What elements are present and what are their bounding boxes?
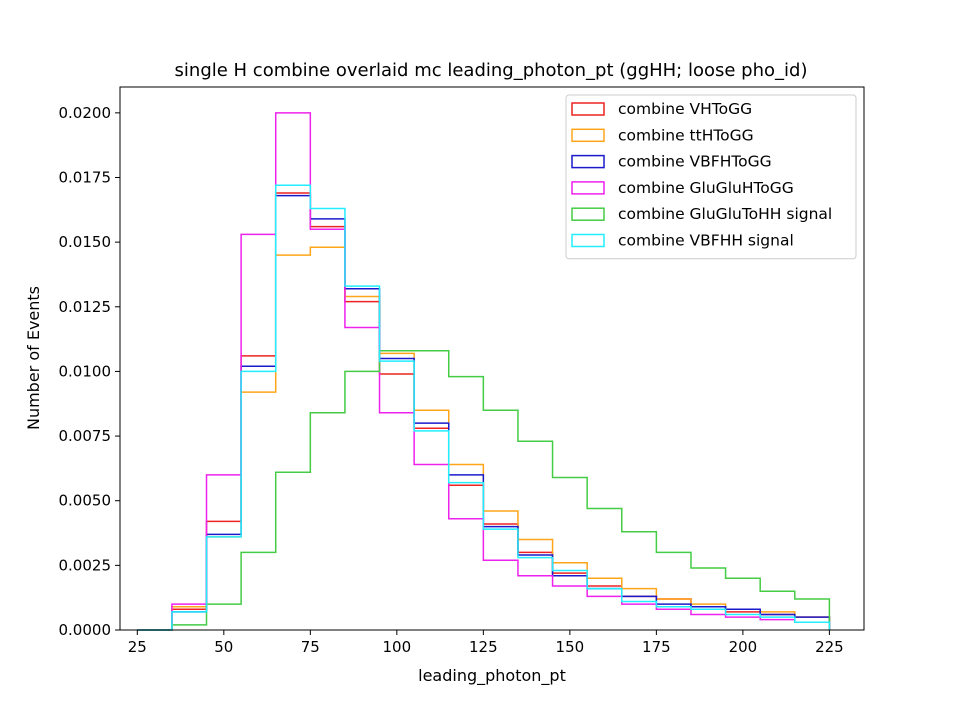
- legend-swatch: [571, 102, 605, 116]
- x-tick-label: 75: [301, 638, 320, 656]
- legend-swatch: [571, 128, 605, 143]
- y-axis-label: Number of Events: [24, 286, 43, 430]
- x-tick-label: 25: [128, 638, 147, 656]
- x-tick-label: 100: [383, 638, 412, 656]
- legend-swatch: [571, 207, 605, 221]
- legend-label: combine ttHToGG: [618, 126, 754, 144]
- legend-label: combine GluGluHToGG: [618, 179, 794, 197]
- legend-swatch: [571, 181, 605, 195]
- legend-label: combine VHToGG: [618, 100, 752, 118]
- legend-swatch: [571, 154, 605, 169]
- x-tick-label: 200: [729, 638, 758, 656]
- series-line-5: [137, 184, 831, 631]
- series-line-4: [137, 349, 831, 631]
- x-axis-label: leading_photon_pt: [418, 666, 566, 686]
- legend-label: combine VBFHH signal: [618, 232, 794, 250]
- x-tick-label: 175: [642, 638, 671, 656]
- legend-label: combine VBFHToGG: [618, 153, 772, 171]
- y-tick-label: 0.0100: [59, 362, 112, 380]
- x-tick-label: 125: [469, 638, 498, 656]
- plot-frame: [119, 86, 865, 631]
- chart-title: single H combine overlaid mc leading_pho…: [175, 60, 808, 81]
- y-tick-label: 0.0025: [59, 556, 112, 574]
- series-layer: [137, 112, 831, 631]
- x-tick-label: 50: [214, 638, 233, 656]
- y-tick-label: 0.0050: [59, 492, 112, 510]
- legend-box: [565, 94, 857, 260]
- legend-swatch: [571, 233, 605, 248]
- y-tick-label: 0.0175: [59, 169, 112, 187]
- x-tick-label: 225: [815, 638, 844, 656]
- x-tick-label: 150: [556, 638, 585, 656]
- y-tick-label: 0.0200: [59, 104, 112, 122]
- y-tick-label: 0.0075: [59, 427, 112, 445]
- y-tick-label: 0.0125: [59, 298, 112, 316]
- legend: combine VHToGG combine ttHToGG combine VBF…: [565, 94, 857, 260]
- y-tick-label: 0.0150: [59, 233, 112, 251]
- y-tick-label: 0.0000: [59, 621, 112, 639]
- x-axis: 25 50 75 100 125 150 175 200 225: [128, 630, 844, 656]
- y-axis: 0.0000 0.0025 0.0050 0.0075 0.0100 0.0125 0.01…: [59, 104, 120, 639]
- legend-label: combine GluGluToHH signal: [618, 205, 832, 223]
- series-line-3: [137, 112, 831, 631]
